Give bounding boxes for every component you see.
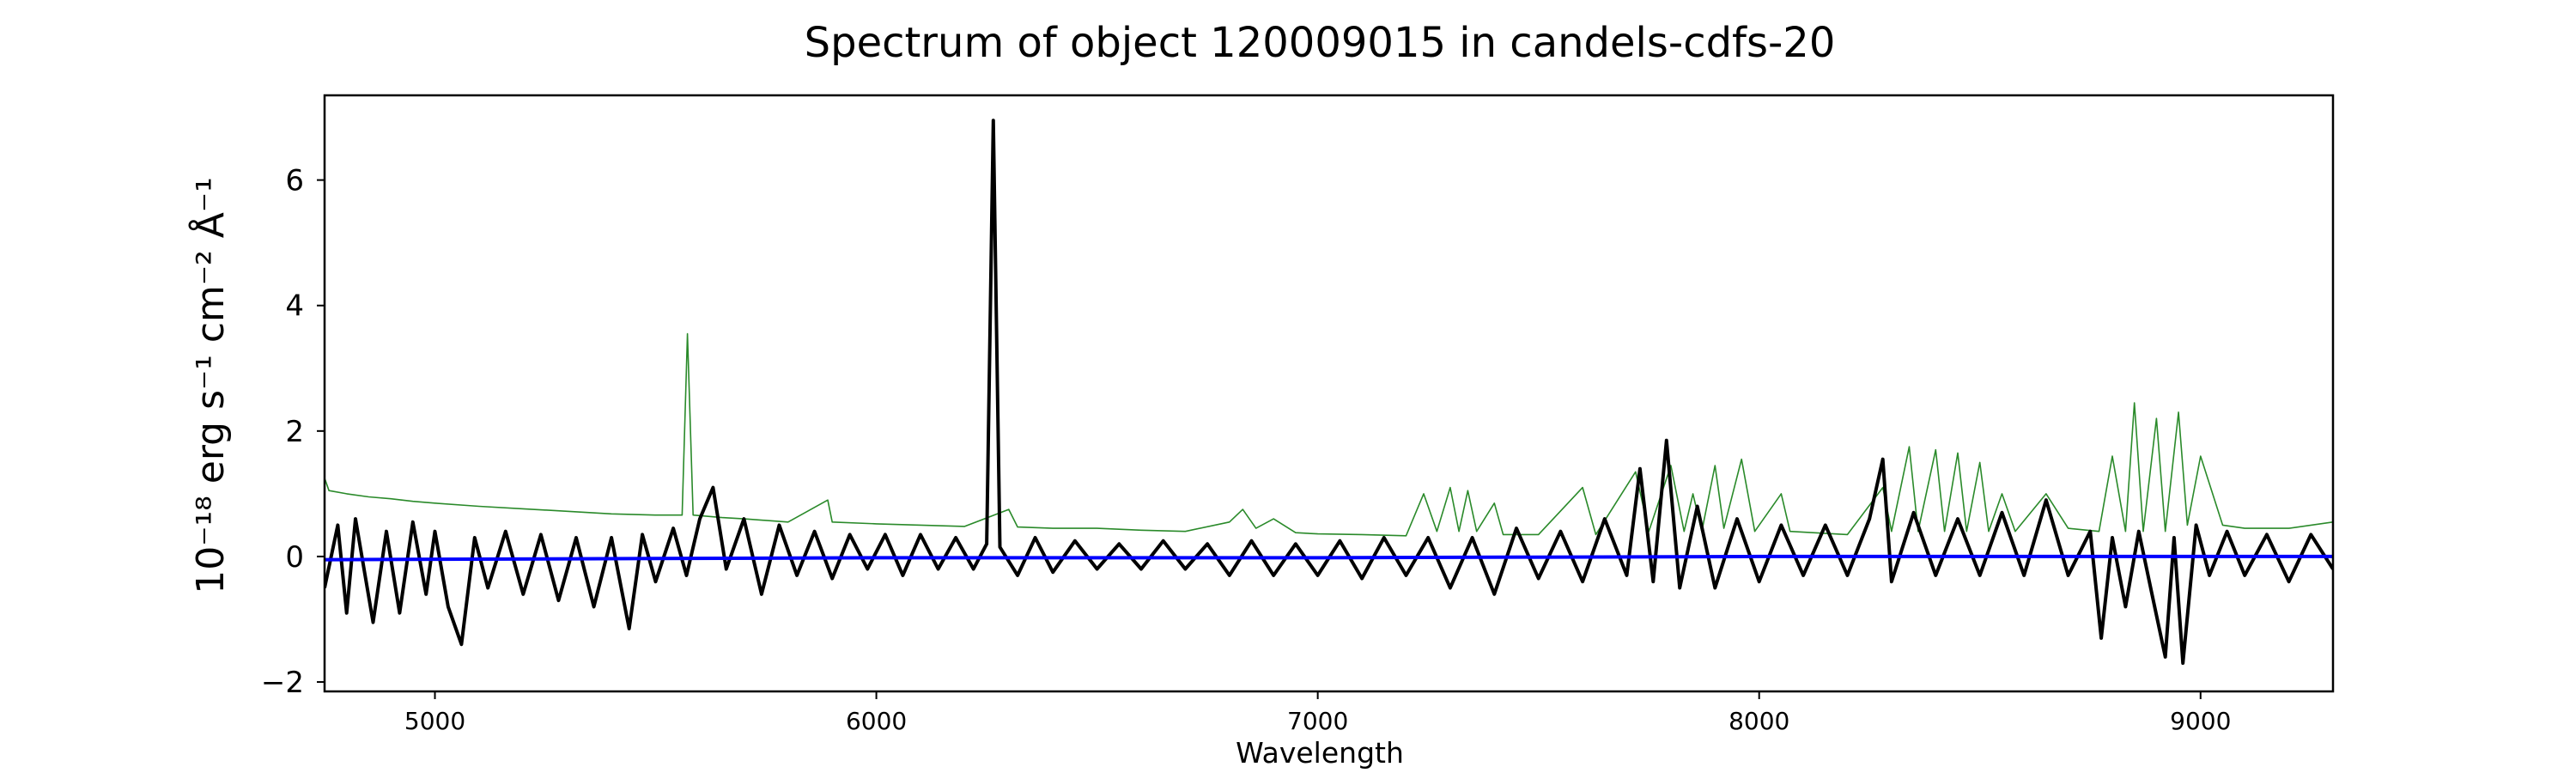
y-tick-label: 0 [285, 540, 304, 575]
flux-series-line [325, 119, 2333, 666]
x-tick-label: 8000 [1728, 707, 1789, 735]
x-axis-ticks: 5000 6000 7000 8000 9000 [404, 691, 2231, 735]
chart-title: Spectrum of object 120009015 in candels-… [805, 19, 1836, 67]
y-tick-label: −2 [261, 666, 304, 700]
plot-frame [323, 94, 2335, 693]
x-axis-label: Wavelength [1236, 736, 1404, 770]
y-axis-ticks: −2 0 2 4 6 [261, 164, 325, 700]
x-tick-label: 7000 [1287, 707, 1348, 735]
x-tick-label: 5000 [404, 707, 465, 735]
x-tick-label: 6000 [846, 707, 907, 735]
series-layer [325, 119, 2333, 666]
continuum-series-line [325, 554, 2333, 562]
plot-area: 5000 6000 7000 8000 9000 −2 0 2 4 6 [261, 94, 2335, 735]
y-tick-label: 4 [285, 289, 304, 324]
noise-series-line [325, 332, 2333, 537]
x-tick-label: 9000 [2170, 707, 2231, 735]
y-axis-label: 10⁻¹⁸ erg s⁻¹ cm⁻² Å⁻¹ [187, 177, 233, 593]
y-tick-label: 6 [285, 164, 304, 198]
y-tick-label: 2 [285, 415, 304, 449]
